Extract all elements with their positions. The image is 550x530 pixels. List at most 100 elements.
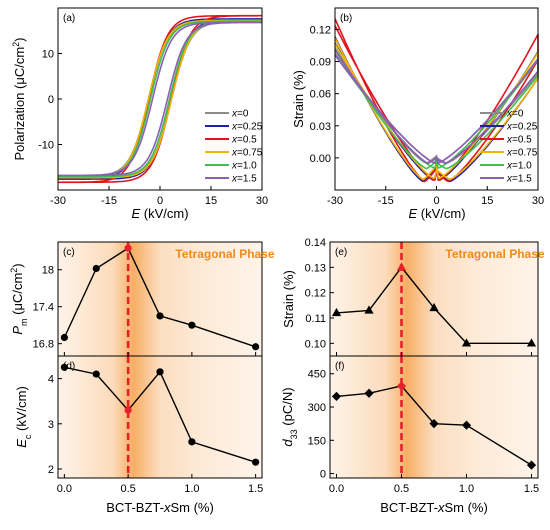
- panel-d-ytick-label: 2: [48, 464, 54, 476]
- panel-a-label: (a): [63, 13, 75, 24]
- panel-b-xtick-label: 15: [481, 195, 493, 207]
- panel-b-xtick-label: -30: [327, 195, 343, 207]
- legend-entry: x=1.5: [506, 174, 532, 185]
- panel-b-ytick-label: 0.00: [310, 153, 331, 165]
- panel-f-ytick-label: 300: [308, 402, 326, 414]
- legend-entry: x=1.5: [231, 174, 257, 185]
- panel-f-line: [336, 385, 532, 466]
- pe-loop-x05: [58, 14, 262, 184]
- pe-loop-x15: [58, 21, 262, 177]
- panel-c-phase-label: Tetragonal Phase: [175, 247, 274, 261]
- panel-e-point: [461, 338, 472, 347]
- panel-d-label: (d): [63, 361, 75, 372]
- legend-entry: x=1.0: [231, 161, 257, 172]
- panel-e-ytick-label: 0.13: [305, 262, 326, 274]
- panel-d-point: [252, 458, 260, 466]
- panel-c-point: [188, 321, 196, 329]
- panel-c-ylabel: Pm (μC/cm2): [9, 263, 29, 334]
- legend-entry: x=0: [231, 109, 249, 120]
- panel-e-point: [364, 305, 374, 314]
- panel-a-xtick-label: 0: [157, 195, 163, 207]
- panel-f-xtick-label: 1.0: [459, 483, 474, 495]
- legend-entry: x=0.5: [231, 135, 257, 146]
- panel-a-ytick-label: 0: [48, 94, 54, 106]
- panel-b-xtick-label: 0: [433, 195, 439, 207]
- panel-f-point: [461, 420, 472, 430]
- legend-entry: x=0.25: [231, 122, 263, 133]
- panel-d-point: [92, 370, 100, 378]
- panel-b-xtick-label: -15: [378, 195, 394, 207]
- panel-f-ylabel: d33 (pC/N): [280, 387, 299, 446]
- panel-d-ytick-label: 3: [48, 419, 54, 431]
- panel-f-ytick-label: 0: [320, 469, 326, 481]
- panel-f-shade: [330, 356, 538, 478]
- panel-f-ytick-label: 450: [308, 369, 326, 381]
- panel-e-ytick-label: 0.12: [305, 288, 326, 300]
- panel-b-ytick-label: 0.06: [310, 89, 331, 101]
- panel-e-label: (e): [335, 247, 347, 258]
- panel-c-ytick-label: 17.4: [33, 302, 54, 314]
- legend-entry: x=0.75: [506, 148, 538, 159]
- panel-e-ytick-label: 0.11: [305, 313, 326, 325]
- panel-d-ytick-label: 4: [48, 374, 54, 386]
- panel-a-xtick-label: 15: [205, 195, 217, 207]
- panel-d-xtick-label: 0.0: [57, 483, 72, 495]
- panel-a-xtick-label: 30: [256, 195, 268, 207]
- pe-loop-x075: [58, 19, 262, 179]
- legend-entry: x=1.0: [506, 161, 532, 172]
- panel-d-point: [124, 406, 132, 414]
- panel-f-xtick-label: 1.5: [524, 483, 539, 495]
- panel-f-label: (f): [335, 361, 344, 372]
- panel-d-xtick-label: 1.5: [248, 483, 263, 495]
- panel-c-ytick-label: 18: [42, 265, 54, 277]
- panel-d-point: [60, 363, 68, 371]
- panel-d-xtick-label: 1.0: [184, 483, 199, 495]
- panel-b-label: (b): [340, 13, 352, 24]
- legend-entry: x=0: [506, 109, 524, 120]
- se-loop-x0: [334, 47, 539, 165]
- legend-entry: x=0.25: [506, 122, 538, 133]
- panel-e-point: [429, 302, 439, 312]
- panel-b-ytick-label: 0.09: [310, 57, 331, 69]
- panel-c-point: [92, 264, 100, 273]
- panel-c-point: [252, 343, 260, 351]
- panel-f-ytick-label: 150: [308, 435, 326, 447]
- panel-a-xtick-label: -30: [50, 195, 66, 207]
- panel-e-line: [336, 266, 532, 344]
- panel-e-ylabel: Strain (%): [281, 270, 296, 328]
- panel-a-xtick-label: -15: [101, 195, 117, 207]
- panel-f-point: [331, 391, 342, 401]
- panel-b-ytick-label: 0.03: [310, 121, 331, 133]
- panel-f-xtick-label: 0.5: [394, 483, 409, 495]
- panel-f-point: [429, 419, 439, 429]
- panel-d-xtick-label: 0.5: [120, 483, 135, 495]
- panel-b-ytick-label: 0.12: [310, 24, 331, 36]
- panel-a-ylabel: Polarization (μC/cm2): [11, 37, 27, 160]
- panel-f-frame: [329, 355, 539, 479]
- panel-d-ylabel: Ec (kV/cm): [14, 386, 33, 448]
- legend-entry: x=0.5: [506, 135, 532, 146]
- panel-b-xlabel: E (kV/cm): [408, 206, 465, 221]
- panel-d-line: [64, 366, 256, 463]
- panel-d-point: [188, 438, 196, 446]
- panel-f-xlabel: BCT-BZT-xSm (%): [380, 500, 488, 515]
- panel-d-xlabel: BCT-BZT-xSm (%): [106, 500, 214, 515]
- panel-f-point: [526, 460, 537, 470]
- panel-e-shade: [330, 242, 538, 356]
- panel-e-ytick-label: 0.14: [305, 237, 326, 249]
- se-loop-x15: [334, 49, 539, 165]
- panel-f-xtick-label: 0.0: [329, 483, 344, 495]
- panel-d-point: [156, 368, 164, 376]
- legend-entry: x=0.75: [231, 148, 263, 159]
- panel-e-ytick-label: 0.10: [305, 338, 326, 350]
- panel-c-label: (c): [63, 247, 75, 258]
- panel-c-line: [63, 247, 256, 348]
- panel-e-phase-label: Tetragonal Phase: [445, 247, 544, 261]
- panel-c-ytick-label: 16.8: [33, 339, 54, 351]
- panel-e-point: [526, 338, 537, 347]
- panel-a-ytick-label: 10: [42, 49, 54, 61]
- panel-e-point: [331, 307, 342, 317]
- panel-b-xtick-label: 30: [532, 195, 544, 207]
- panel-d-shade: [58, 356, 262, 478]
